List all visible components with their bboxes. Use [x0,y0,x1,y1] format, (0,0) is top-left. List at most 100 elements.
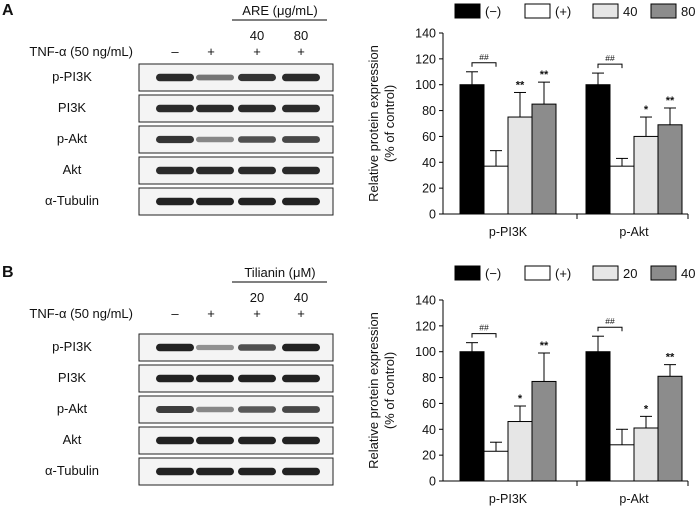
blot-band [238,73,276,82]
y-tick-label: 100 [415,345,436,359]
legend-item: (+) [524,3,571,19]
legend-item: (−) [454,3,501,19]
blot-band [238,374,276,383]
blot-row-label: p-Akt [57,131,88,146]
y-tick-label: 60 [422,397,436,411]
blot-panel-A: A ARE (μg/mL) 40 80 TNF-α (50 ng/mL) – + + + p-PI… [2,2,334,216]
blot-band [238,344,276,351]
significance-star: ** [666,352,675,364]
stimulus-sign: + [253,306,261,321]
y-axis-title: Relative protein expression [366,45,381,202]
blot-band [196,197,234,206]
legend-swatch [524,265,551,281]
bar [609,165,635,215]
blot-band [156,436,194,445]
bar [657,375,683,482]
blot-row-label: PI3K [58,100,87,115]
blot-row-p-pi3k: p-PI3K [52,63,334,92]
significance-star: * [518,393,523,405]
significance-bracket [597,326,623,332]
treatment-label: ARE (μg/mL) [242,3,317,18]
chart-B: (−) (+) 20 40 0 20 40 60 80 100 120 140 Relative pro… [366,265,695,506]
y-tick-label: 0 [429,208,436,222]
blot-band [238,166,276,175]
blot-band [238,136,276,143]
legend-swatch [650,265,677,281]
legend-label: (+) [555,4,571,19]
blot-row-label: p-PI3K [52,339,92,354]
y-axis-title: Relative protein expression [366,312,381,469]
blot-band [282,467,320,476]
panel-letter: A [2,2,14,19]
blot-row-label: Akt [63,432,82,447]
y-tick-label: 0 [429,475,436,489]
significance-bracket [597,63,623,69]
legend-item: 40 [650,265,695,281]
blot-band [238,436,276,445]
y-tick-label: 120 [415,319,436,333]
legend-item: (−) [454,265,501,281]
y-tick-label: 80 [422,104,436,118]
stimulus-sign: + [297,306,305,321]
bar [507,421,533,482]
legend-item: 40 [592,3,637,19]
blot-row-label: PI3K [58,370,87,385]
x-category-label: p-Akt [619,492,649,506]
legend-label: (+) [555,266,571,281]
blot-band [238,467,276,476]
y-tick-label: 80 [422,371,436,385]
y-tick-label: 140 [415,294,436,308]
blot-band [196,104,234,113]
blot-band [156,343,194,352]
blot-band [282,104,320,113]
blot-band [156,135,194,144]
blot-band [282,166,320,175]
blot-row-label: p-PI3K [52,69,92,84]
blot-band [156,73,194,82]
blot-band [196,74,234,81]
x-category-label: p-PI3K [489,492,528,506]
bracket-label: ## [605,53,615,63]
blot-row--tubulin: α-Tubulin [45,457,334,486]
significance-star: ** [516,79,525,91]
legend-label: 80 [681,4,695,19]
significance-bracket [471,62,497,67]
legend-label: (−) [485,4,501,19]
x-category-label: p-PI3K [489,225,528,239]
treatment-label: Tilianin (μM) [244,265,315,280]
stimulus-sign: – [171,306,179,321]
bar [459,351,485,482]
significance-star: ** [540,69,549,81]
blot-row-pi3k: PI3K [58,94,334,123]
chart-A: (−) (+) 40 80 0 20 40 60 80 100 120 140 Relative pro… [366,3,695,239]
blot-band [282,436,320,445]
legend-swatch [454,265,481,281]
bar [531,103,557,215]
blot-band [196,344,234,351]
blot-band [196,136,234,143]
y-axis-subtitle: (% of control) [382,352,397,429]
stimulus-label: TNF-α (50 ng/mL) [29,44,133,59]
blot-panel-B: B Tilianin (μM) 20 40 TNF-α (50 ng/mL) – + + + p-… [2,264,334,486]
blot-band [156,166,194,175]
y-tick-label: 20 [422,449,436,463]
bracket-label: ## [605,316,615,326]
bar [585,84,611,215]
y-tick-label: 100 [415,78,436,92]
stimulus-sign: + [207,44,215,59]
blot-band [282,374,320,383]
y-tick-label: 20 [422,182,436,196]
dose-label: 20 [250,290,264,305]
bar [483,165,509,215]
significance-star: * [644,104,649,116]
blot-row-akt: Akt [63,156,334,185]
bar [633,135,659,215]
legend-swatch [650,3,677,19]
y-tick-label: 60 [422,130,436,144]
y-tick-label: 40 [422,423,436,437]
blot-row--tubulin: α-Tubulin [45,187,334,216]
blot-band [238,197,276,206]
bar [531,380,557,482]
blot-row-akt: Akt [63,426,334,455]
blot-band [196,166,234,175]
